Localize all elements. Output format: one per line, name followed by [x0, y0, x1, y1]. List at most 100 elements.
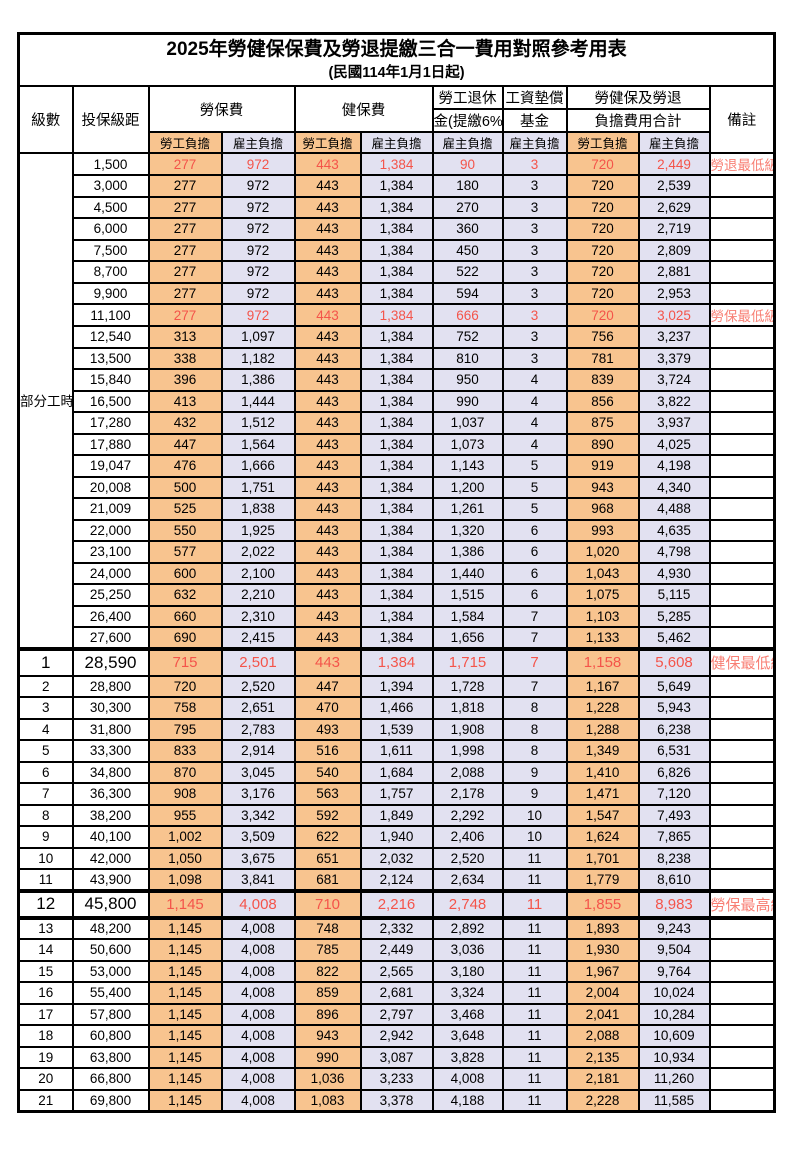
health-employee-cell: 443	[293, 217, 362, 241]
fund-employer-cell: 3	[501, 281, 568, 305]
fund-employer-cell: 11	[501, 1024, 568, 1048]
health-employer-cell: 1,384	[359, 152, 434, 176]
bracket-cell: 50,600	[71, 938, 150, 962]
fund-employer-cell: 8	[501, 696, 568, 720]
table-row: 7,500 277 972 443 1,384 450 3 720 2,809	[19, 238, 776, 262]
fund-employer-cell: 11	[501, 868, 568, 892]
total-employee-cell: 720	[565, 152, 640, 176]
bracket-cell: 31,800	[71, 717, 150, 741]
total-employer-cell: 3,025	[637, 303, 711, 327]
page-subtitle: (民國114年1月1日起)	[328, 65, 465, 81]
bracket-cell: 17,880	[71, 432, 150, 456]
labor-employee-cell: 1,145	[147, 1002, 223, 1026]
health-employee-cell: 443	[293, 368, 362, 392]
bracket-cell: 12,540	[71, 325, 150, 349]
labor-employer-cell: 2,100	[220, 561, 296, 585]
health-employee-cell: 822	[293, 959, 362, 983]
bracket-cell: 28,800	[71, 674, 150, 698]
labor-employer-cell: 2,310	[220, 604, 296, 628]
remark-cell	[708, 938, 776, 962]
health-employer-cell: 1,384	[359, 368, 434, 392]
col-header-health-insurance: 健保費	[293, 85, 434, 133]
bracket-cell: 24,000	[71, 561, 150, 585]
pension-employer-cell: 1,656	[431, 626, 504, 650]
labor-employee-cell: 277	[147, 260, 223, 284]
labor-employer-cell: 1,182	[220, 346, 296, 370]
fund-employer-cell: 11	[501, 1002, 568, 1026]
fund-employer-cell: 3	[501, 238, 568, 262]
labor-employee-cell: 1,145	[147, 888, 223, 920]
bracket-cell: 13,500	[71, 346, 150, 370]
remark-cell	[708, 411, 776, 435]
pension-employer-cell: 2,088	[431, 760, 504, 784]
pension-employer-cell: 950	[431, 368, 504, 392]
health-employee-cell: 516	[293, 739, 362, 763]
bracket-cell: 9,900	[71, 281, 150, 305]
remark-cell	[708, 1024, 776, 1048]
remark-cell	[708, 739, 776, 763]
labor-employee-cell: 1,145	[147, 938, 223, 962]
total-employer-cell: 10,934	[637, 1045, 711, 1069]
fund-employer-cell: 11	[501, 888, 568, 920]
health-employee-cell: 896	[293, 1002, 362, 1026]
total-employee-cell: 919	[565, 454, 640, 478]
health-employee-cell: 443	[293, 281, 362, 305]
health-employer-cell: 2,332	[359, 916, 434, 940]
total-employer-cell: 5,943	[637, 696, 711, 720]
total-employer-cell: 5,462	[637, 626, 711, 650]
labor-employee-cell: 1,050	[147, 846, 223, 870]
bracket-cell: 40,100	[71, 825, 150, 849]
health-employer-cell: 2,449	[359, 938, 434, 962]
health-employer-cell: 1,384	[359, 475, 434, 499]
labor-employer-cell: 1,925	[220, 518, 296, 542]
labor-employer-cell: 4,008	[220, 1002, 296, 1026]
health-employer-cell: 3,233	[359, 1067, 434, 1091]
remark-cell	[708, 1002, 776, 1026]
health-employee-cell: 443	[293, 518, 362, 542]
total-employer-cell: 2,809	[637, 238, 711, 262]
premium-reference-table: 2025年勞健保保費及勞退提繳三合一費用對照參考用表 (民國114年1月1日起)…	[17, 32, 777, 1113]
bracket-cell: 26,400	[71, 604, 150, 628]
level-cell: 17	[17, 1002, 74, 1026]
labor-employer-cell: 1,097	[220, 325, 296, 349]
table-row: 9,900 277 972 443 1,384 594 3 720 2,953	[19, 281, 776, 305]
fund-employer-cell: 7	[501, 604, 568, 628]
table-body: 部分工時1,5002779724431,3849037202,449勞退最低級距…	[17, 152, 776, 1112]
health-employer-cell: 1,384	[359, 432, 434, 456]
subheader-pension-employer: 雇主負擔	[431, 131, 504, 154]
health-employer-cell: 1,384	[359, 604, 434, 628]
health-employee-cell: 681	[293, 868, 362, 892]
header-row-3: 勞工負擔 雇主負擔 勞工負擔 雇主負擔 雇主負擔 雇主負擔 勞工負擔 雇主負擔	[19, 131, 775, 154]
total-employer-cell: 10,024	[637, 981, 711, 1005]
level-cell: 2	[17, 674, 74, 698]
total-employee-cell: 875	[565, 411, 640, 435]
pension-employer-cell: 3,180	[431, 959, 504, 983]
bracket-cell: 38,200	[71, 803, 150, 827]
health-employee-cell: 859	[293, 981, 362, 1005]
total-employer-cell: 7,120	[637, 782, 711, 806]
health-employer-cell: 3,087	[359, 1045, 434, 1069]
health-employer-cell: 1,384	[359, 583, 434, 607]
remark-cell	[708, 561, 776, 585]
total-employee-cell: 1,043	[565, 561, 640, 585]
table-row: 24,000 600 2,100 443 1,384 1,440 6 1,043 4,930	[19, 561, 776, 585]
health-employee-cell: 943	[293, 1024, 362, 1048]
labor-employer-cell: 4,008	[220, 981, 296, 1005]
total-employer-cell: 5,649	[637, 674, 711, 698]
health-employee-cell: 563	[293, 782, 362, 806]
remark-cell	[708, 281, 776, 305]
labor-employee-cell: 313	[147, 325, 223, 349]
bracket-cell: 22,000	[71, 518, 150, 542]
total-employee-cell: 1,075	[565, 583, 640, 607]
health-employer-cell: 2,032	[359, 846, 434, 870]
pension-employer-cell: 2,178	[431, 782, 504, 806]
title-row: 2025年勞健保保費及勞退提繳三合一費用對照參考用表 (民國114年1月1日起)	[17, 32, 776, 87]
table-title-cell: 2025年勞健保保費及勞退提繳三合一費用對照參考用表 (民國114年1月1日起)	[17, 32, 776, 87]
remark-cell	[708, 518, 776, 542]
health-employee-cell: 443	[293, 325, 362, 349]
table-row: 2 28,800 720 2,520 447 1,394 1,728 7 1,167 5,649	[17, 674, 776, 698]
total-employee-cell: 2,041	[565, 1002, 640, 1026]
table-row: 19 63,800 1,145 4,008 990 3,087 3,828 11 2,135 10…	[17, 1045, 776, 1069]
